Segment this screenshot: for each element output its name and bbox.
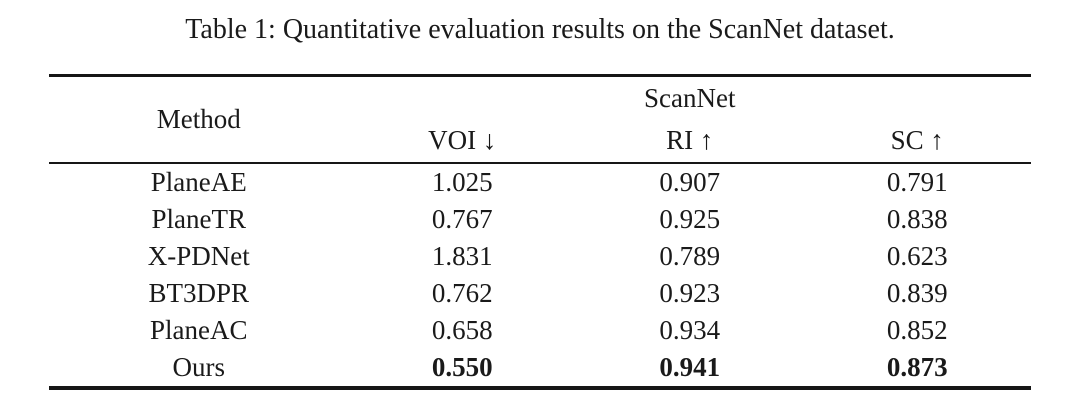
method-cell: X-PDNet [147, 241, 250, 272]
method-cell: PlaneAC [150, 315, 248, 346]
group-header-row: Method ScanNet [49, 76, 1031, 135]
method-cell: Ours [172, 352, 226, 383]
table-body: PlaneAE 1.025 0.907 0.791 PlaneTR 0.767 … [49, 163, 1031, 388]
voi-cell: 1.831 [431, 241, 493, 272]
table-row: PlaneTR 0.767 0.925 0.838 [49, 201, 1031, 238]
ri-cell: 0.941 [659, 352, 721, 383]
sc-cell: 0.839 [886, 278, 948, 309]
method-cell: PlaneAE [150, 167, 247, 198]
ri-cell: 0.934 [659, 315, 721, 346]
voi-cell: 0.550 [431, 352, 493, 383]
sc-cell: 0.838 [886, 204, 948, 235]
results-table: Method ScanNet VOI ↓ RI ↑ SC ↑ PlaneAE 1… [49, 74, 1031, 391]
metric-header-row: VOI ↓ RI ↑ SC ↑ [49, 119, 1031, 163]
ri-column-header: RI ↑ [666, 125, 714, 156]
sc-cell: 0.873 [886, 352, 948, 383]
voi-cell: 1.025 [431, 167, 493, 198]
table-header: Method ScanNet VOI ↓ RI ↑ SC ↑ [49, 76, 1031, 164]
ri-cell: 0.907 [659, 167, 721, 198]
voi-cell: 0.767 [431, 204, 493, 235]
sc-cell: 0.623 [886, 241, 948, 272]
table-row-ours: Ours 0.550 0.941 0.873 [49, 349, 1031, 388]
table-row: X-PDNet 1.831 0.789 0.623 [49, 238, 1031, 275]
voi-cell: 0.762 [431, 278, 493, 309]
voi-cell: 0.658 [431, 315, 493, 346]
method-column-header: Method [156, 104, 241, 135]
table-row: PlaneAC 0.658 0.934 0.852 [49, 312, 1031, 349]
table-row: BT3DPR 0.762 0.923 0.839 [49, 275, 1031, 312]
dataset-group-header: ScanNet [644, 82, 736, 113]
sc-cell: 0.791 [886, 167, 948, 198]
table-caption: Table 1: Quantitative evaluation results… [185, 14, 895, 45]
ri-cell: 0.925 [659, 204, 721, 235]
ri-cell: 0.923 [659, 278, 721, 309]
method-cell: PlaneTR [151, 204, 247, 235]
ri-cell: 0.789 [659, 241, 721, 272]
method-cell: BT3DPR [148, 278, 250, 309]
voi-column-header: VOI ↓ [428, 125, 497, 156]
sc-column-header: SC ↑ [890, 125, 944, 156]
table-row: PlaneAE 1.025 0.907 0.791 [49, 163, 1031, 201]
sc-cell: 0.852 [886, 315, 948, 346]
